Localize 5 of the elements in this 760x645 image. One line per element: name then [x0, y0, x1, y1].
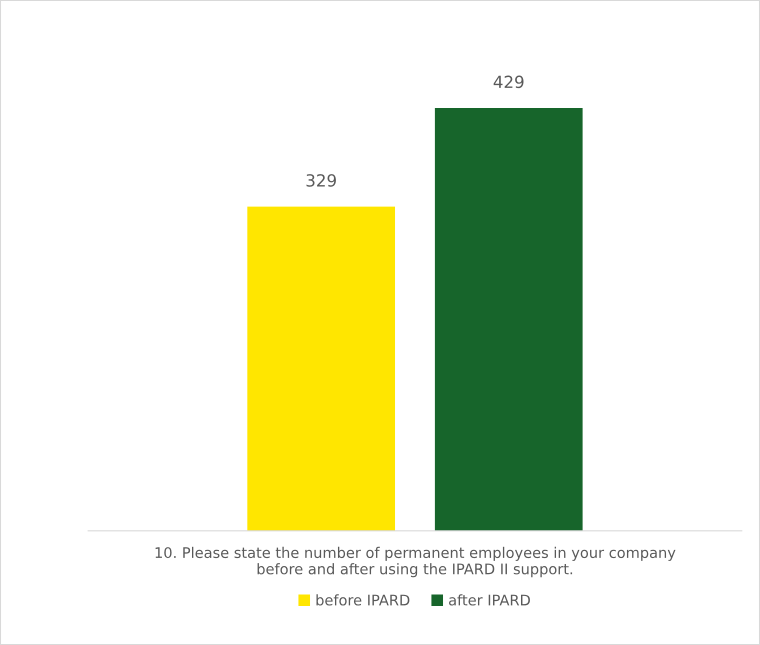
data-label: 429: [494, 76, 524, 88]
x-axis-title: 10. Please state the number of permanent employees in your company before and after using the IPARD II support.: [156, 546, 676, 578]
legend-label: after IPARD: [449, 594, 530, 606]
data-label: 329: [306, 174, 336, 187]
legend-label: before IPARD: [316, 594, 410, 606]
